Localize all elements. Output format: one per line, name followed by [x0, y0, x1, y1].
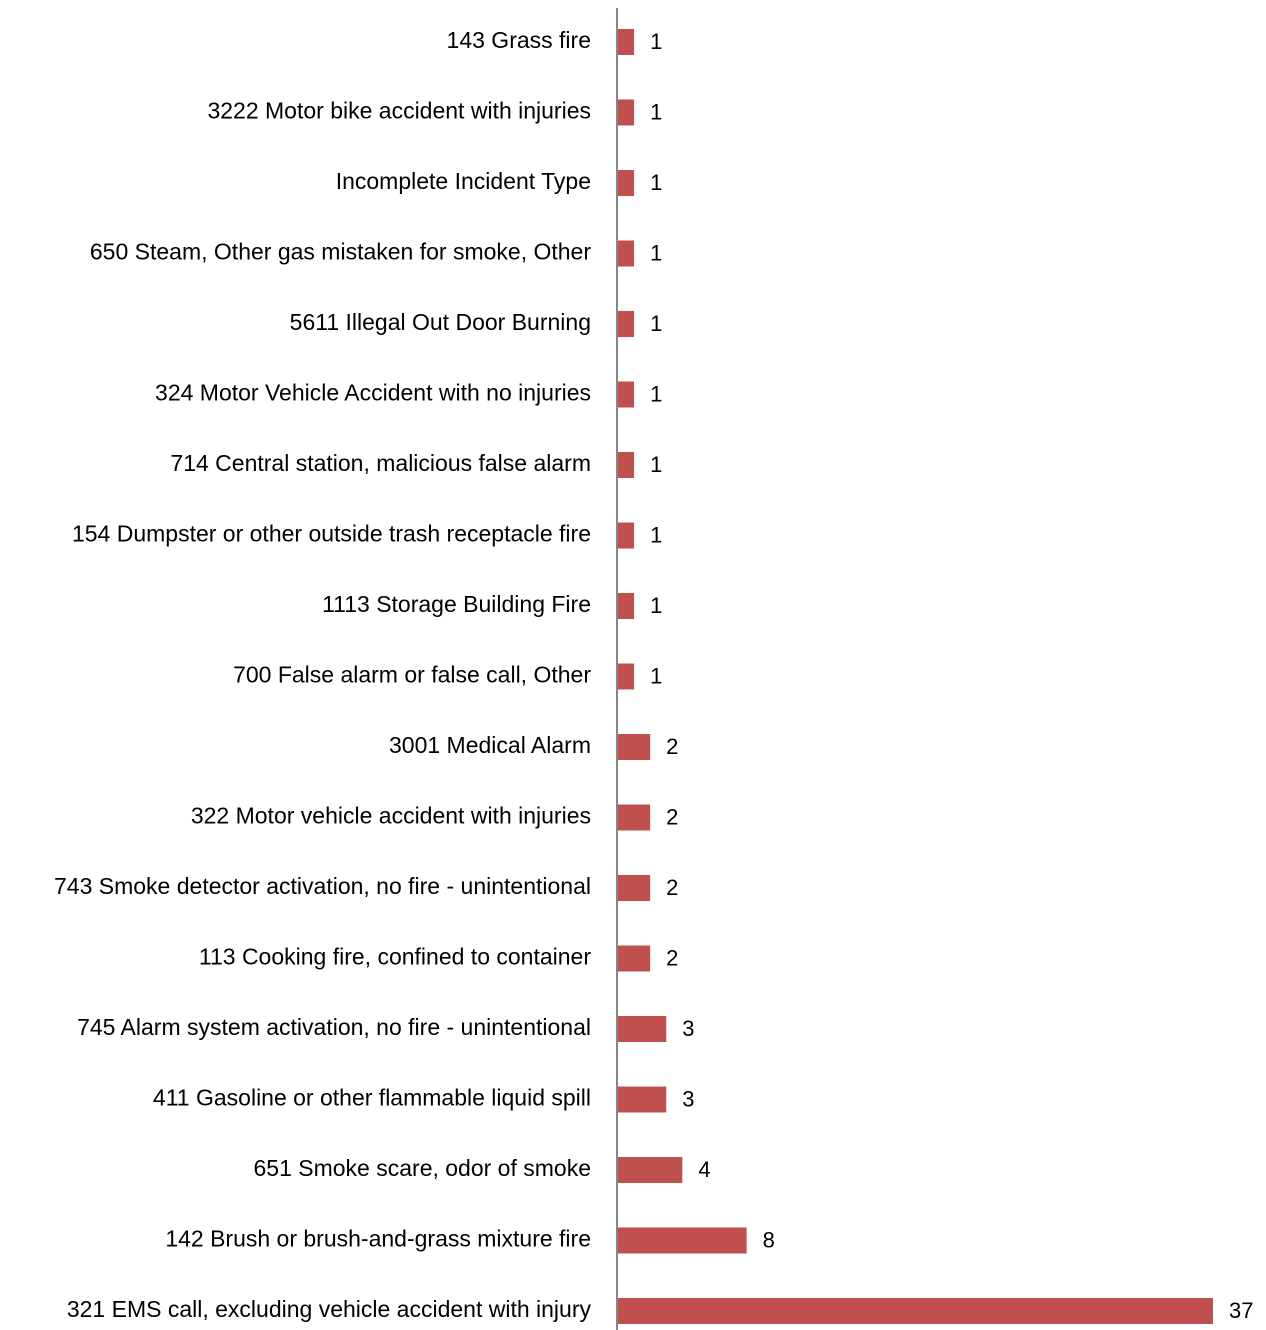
data-label: 3	[682, 1086, 694, 1111]
bar	[618, 1227, 747, 1254]
bars-group	[618, 29, 1213, 1324]
bar	[618, 452, 635, 478]
category-label: 113 Cooking fire, confined to container	[199, 944, 591, 970]
data-label: 1	[650, 170, 662, 195]
category-label: 650 Steam, Other gas mistaken for smoke,…	[90, 239, 591, 265]
data-label: 1	[650, 29, 662, 54]
data-label: 4	[698, 1157, 710, 1182]
bar	[618, 170, 635, 196]
category-label: 321 EMS call, excluding vehicle accident…	[67, 1296, 592, 1322]
data-label: 1	[650, 452, 662, 477]
category-label: 745 Alarm system activation, no fire - u…	[77, 1014, 591, 1040]
category-label: 651 Smoke scare, odor of smoke	[254, 1155, 592, 1181]
bar	[618, 593, 635, 619]
bar	[618, 1016, 667, 1042]
data-label: 1	[650, 99, 662, 124]
bar	[618, 945, 651, 972]
bar	[618, 240, 635, 267]
data-label: 1	[650, 381, 662, 406]
category-label: 154 Dumpster or other outside trash rece…	[72, 521, 591, 547]
data-label: 2	[666, 945, 678, 970]
data-label: 3	[682, 1016, 694, 1041]
bar	[618, 1157, 683, 1183]
data-label: 1	[650, 593, 662, 618]
bar	[618, 875, 651, 901]
category-label: 143 Grass fire	[447, 27, 591, 53]
category-label: 411 Gasoline or other flammable liquid s…	[153, 1085, 591, 1111]
data-label: 2	[666, 804, 678, 829]
data-label: 2	[666, 875, 678, 900]
category-label: 1113 Storage Building Fire	[322, 591, 591, 617]
value-labels-group: 1 1 1 1 1 1 1 1 1 1 2 2 2 2 3 3 4 8 37	[650, 29, 1253, 1323]
category-label: 5611 Illegal Out Door Burning	[290, 309, 591, 335]
data-label: 8	[763, 1227, 775, 1252]
category-label: 3001 Medical Alarm	[389, 732, 591, 758]
category-label: 324 Motor Vehicle Accident with no injur…	[155, 380, 591, 406]
category-label: 142 Brush or brush-and-grass mixture fir…	[165, 1226, 591, 1252]
category-label: 714 Central station, malicious false ala…	[170, 450, 591, 476]
bar	[618, 99, 635, 126]
bar	[618, 1086, 667, 1113]
bar	[618, 381, 635, 408]
bar	[618, 522, 635, 549]
data-label: 1	[650, 240, 662, 265]
data-label: 2	[666, 734, 678, 759]
category-label: 743 Smoke detector activation, no fire -…	[54, 873, 591, 899]
bar	[618, 1298, 1213, 1324]
bar	[618, 804, 651, 831]
category-label: 700 False alarm or false call, Other	[233, 662, 591, 688]
category-label: 3222 Motor bike accident with injuries	[207, 98, 591, 124]
bar	[618, 663, 635, 690]
data-label: 1	[650, 311, 662, 336]
category-label: 322 Motor vehicle accident with injuries	[191, 803, 591, 829]
category-label: Incomplete Incident Type	[336, 168, 591, 194]
data-label: 1	[650, 522, 662, 547]
bar	[618, 29, 635, 55]
data-label: 37	[1229, 1298, 1253, 1323]
bar	[618, 311, 635, 337]
bar	[618, 734, 651, 760]
data-label: 1	[650, 663, 662, 688]
category-labels-group: 143 Grass fire 3222 Motor bike accident w…	[54, 27, 591, 1322]
